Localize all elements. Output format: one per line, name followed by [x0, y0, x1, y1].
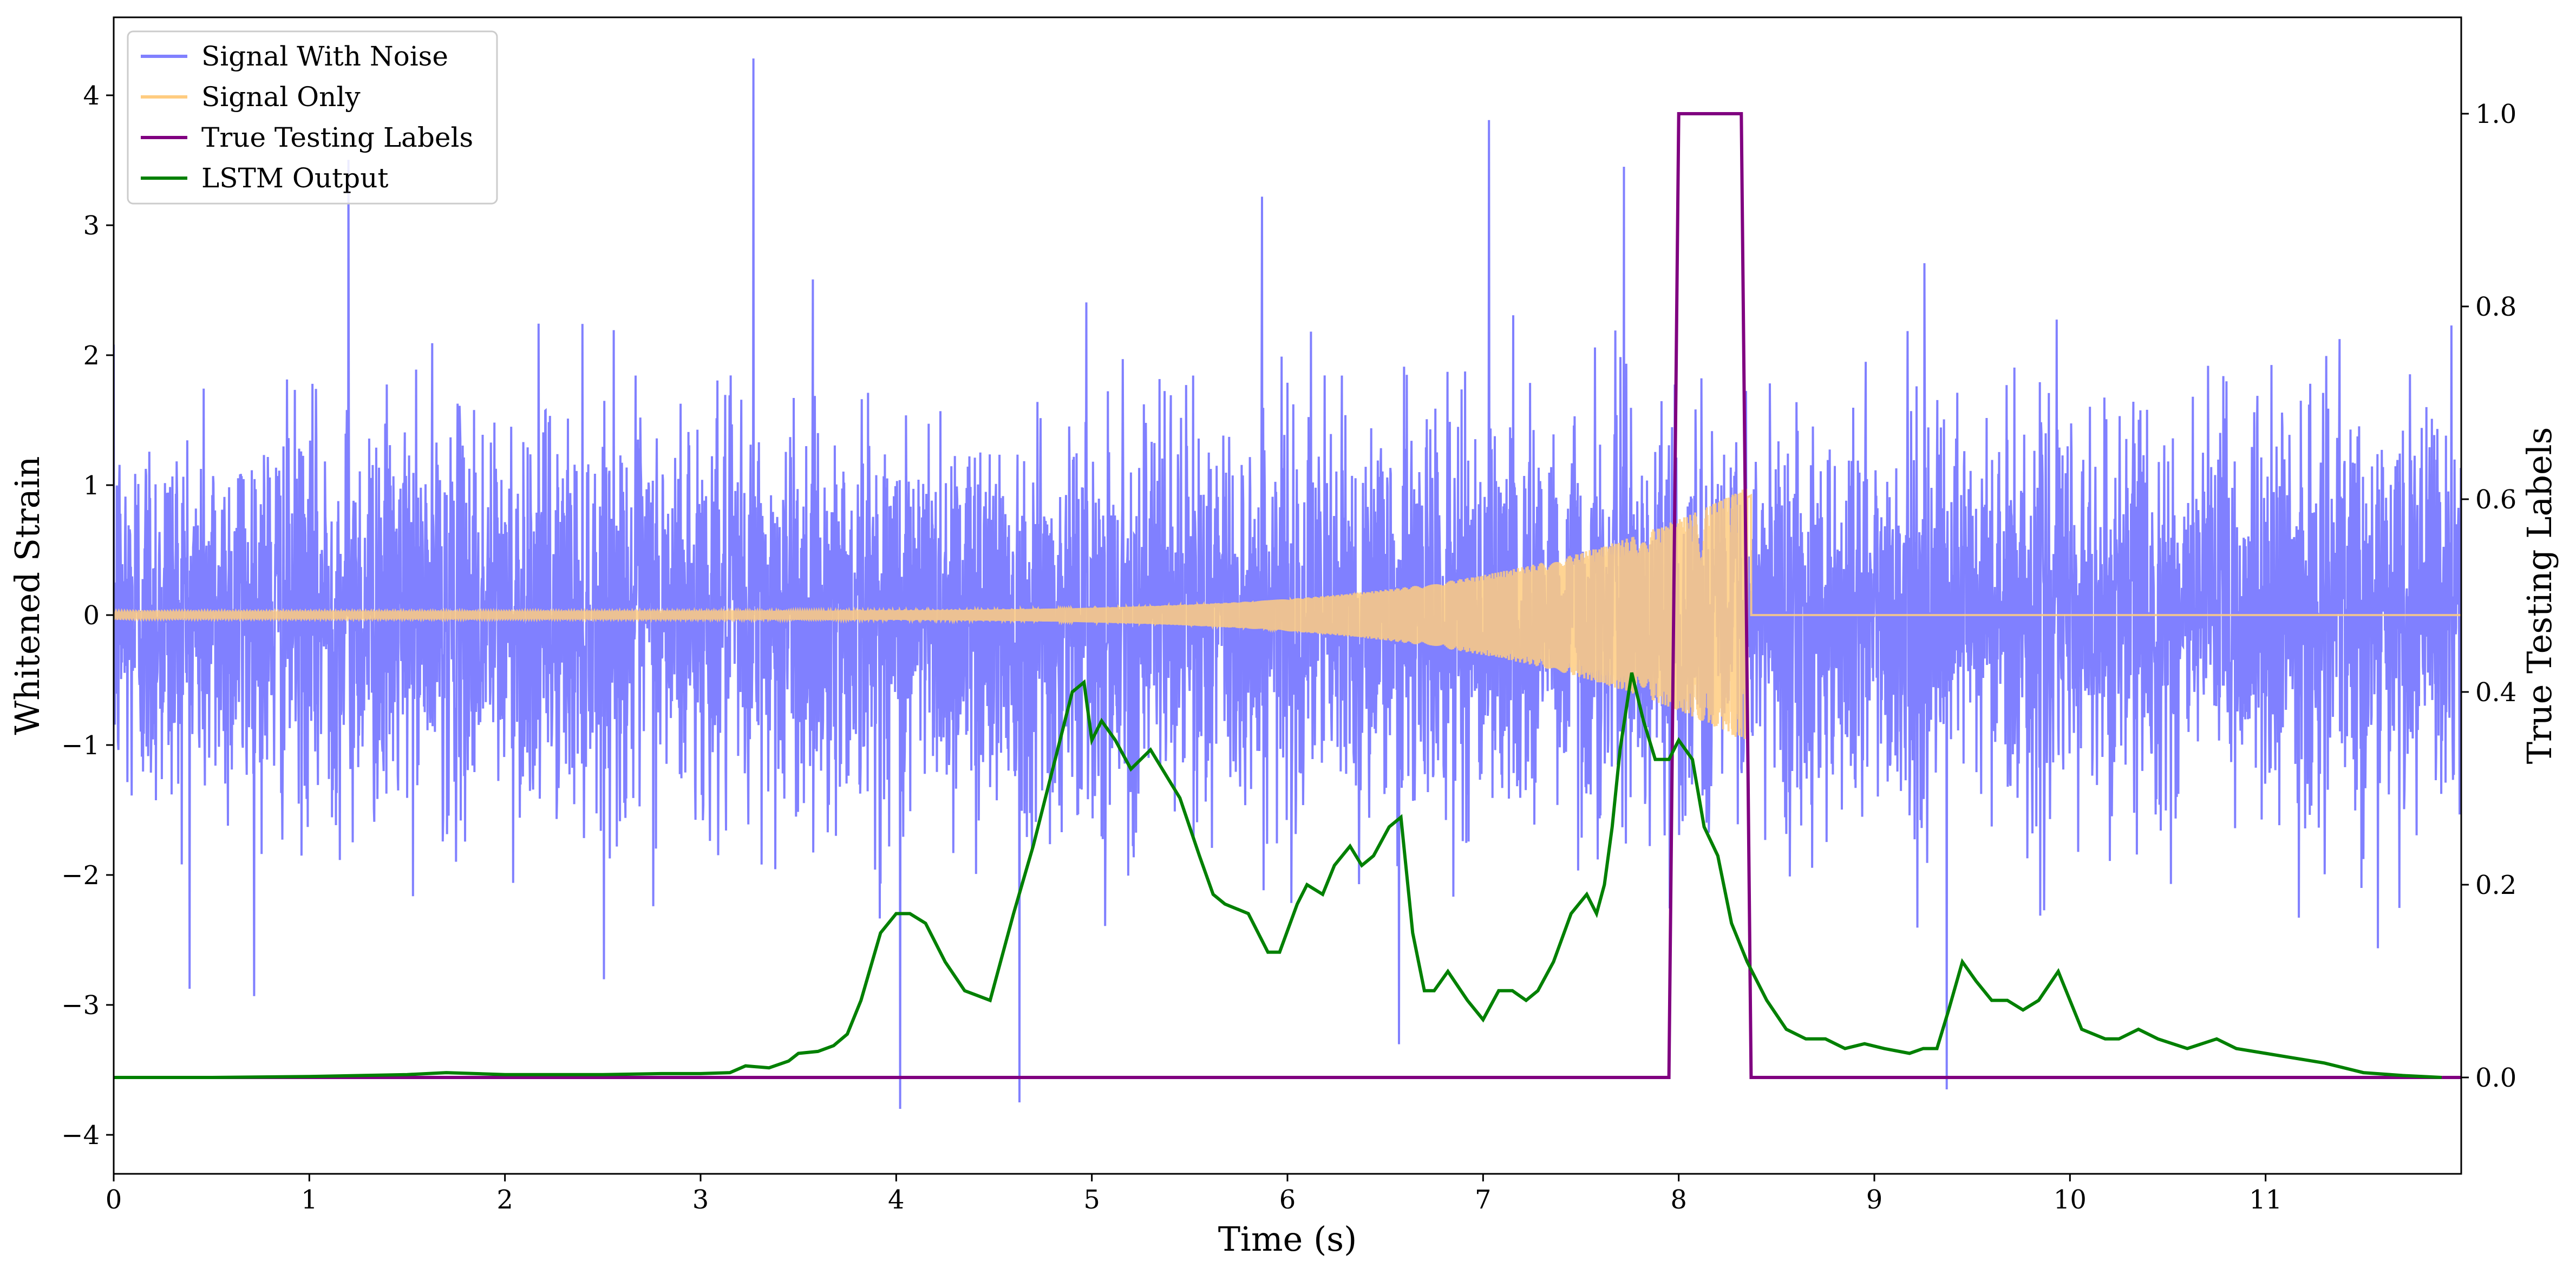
y2-tick-label: 0.2 [2475, 870, 2516, 900]
x-tick-label: 6 [1279, 1185, 1296, 1215]
y2-tick-label: 0.0 [2475, 1063, 2516, 1093]
legend-box [127, 30, 498, 205]
true-testing-labels-line [114, 112, 2461, 1079]
y-tick-label: 0 [83, 600, 100, 631]
y-axis-left: −4 −3 −2 −1 0 1 2 3 4 [61, 81, 114, 1151]
signal-with-noise-line [114, 58, 2461, 1109]
y-tick-label: 2 [83, 341, 100, 371]
x-tick-label: 10 [2054, 1185, 2087, 1215]
x-tick-label: 4 [888, 1185, 905, 1215]
y2-tick-label: 0.6 [2475, 485, 2516, 515]
x-axis: 0 1 2 3 4 5 6 7 8 9 10 11 [106, 1174, 2282, 1215]
y-axis-right: 0.0 0.2 0.4 0.6 0.8 1.0 [2461, 99, 2516, 1093]
y2-axis-title: True Testing Labels [2520, 427, 2559, 765]
y-tick-label: 4 [83, 81, 100, 111]
y2-tick-label: 0.4 [2475, 677, 2516, 708]
y-tick-label: 3 [83, 211, 100, 241]
true-testing-labels-series [114, 112, 2461, 1079]
x-tick-label: 11 [2249, 1185, 2282, 1215]
legend-label: Signal With Noise [201, 41, 448, 72]
x-tick-label: 7 [1475, 1185, 1492, 1215]
y-axis-title: Whitened Strain [8, 456, 47, 735]
signal-only-line [114, 488, 2461, 743]
y2-tick-label: 0.8 [2475, 292, 2516, 322]
x-tick-label: 1 [301, 1185, 318, 1215]
lstm-output-line [114, 672, 2442, 1079]
x-axis-title: Time (s) [1218, 1219, 1357, 1259]
legend: Signal With Noise Signal Only True Testing… [127, 30, 498, 205]
y2-tick-label: 1.0 [2475, 99, 2516, 129]
y-tick-label: −1 [61, 730, 100, 761]
x-tick-label: 9 [1866, 1185, 1883, 1215]
x-tick-label: 2 [496, 1185, 513, 1215]
lstm-output-series [114, 672, 2442, 1079]
y-tick-label: −2 [61, 860, 100, 891]
y-tick-label: −4 [61, 1120, 100, 1151]
legend-label: LSTM Output [201, 162, 388, 194]
signal-only-series [114, 488, 2461, 743]
y-tick-label: 1 [83, 471, 100, 501]
legend-label: True Testing Labels [201, 122, 473, 153]
x-tick-label: 0 [106, 1185, 122, 1215]
legend-label: Signal Only [201, 81, 361, 113]
x-tick-label: 8 [1670, 1185, 1687, 1215]
x-tick-label: 3 [692, 1185, 709, 1215]
y-tick-label: −3 [61, 990, 100, 1021]
signal-with-noise-series [114, 58, 2461, 1109]
x-tick-label: 5 [1083, 1185, 1100, 1215]
